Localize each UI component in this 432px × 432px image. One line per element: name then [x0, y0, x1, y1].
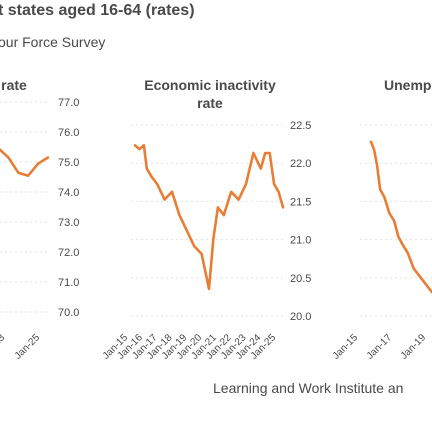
panel-title: rate — [1, 77, 27, 93]
y-tick-label: 77.0 — [58, 97, 79, 109]
chart-subtitle: our Force Survey — [0, 34, 106, 50]
y-tick-label: 21.5 — [290, 196, 311, 208]
panel-title: rate — [197, 95, 223, 111]
x-tick-label: Jan-25 — [13, 332, 43, 362]
chart-title: t states aged 16-64 (rates) — [0, 2, 195, 19]
y-tick-label: 70.0 — [58, 307, 79, 319]
source-note: Learning and Work Institute an — [213, 380, 404, 396]
x-tick-label: Jan-23 — [0, 332, 7, 362]
y-tick-label: 75.0 — [58, 157, 79, 169]
y-tick-label: 73.0 — [58, 217, 79, 229]
series-line — [369, 140, 432, 294]
y-tick-label: 71.0 — [58, 277, 79, 289]
y-tick-label: 21.0 — [290, 235, 311, 247]
y-tick-label: 20.5 — [290, 273, 311, 285]
series-line — [0, 148, 50, 177]
y-tick-label: 22.0 — [290, 158, 311, 170]
panel-title: Economic inactivity — [144, 77, 276, 93]
x-tick-label: Jan-17 — [365, 332, 395, 362]
y-tick-label: 76.0 — [58, 127, 79, 139]
x-tick-label: Jan-19 — [399, 332, 429, 362]
y-tick-label: 74.0 — [58, 187, 79, 199]
y-tick-label: 20.0 — [290, 311, 311, 323]
series-line — [133, 144, 285, 291]
y-tick-label: 72.0 — [58, 247, 79, 259]
panel-title: Unemp — [384, 77, 431, 93]
y-tick-label: 22.5 — [290, 120, 311, 132]
x-tick-label: Jan-15 — [331, 332, 361, 362]
